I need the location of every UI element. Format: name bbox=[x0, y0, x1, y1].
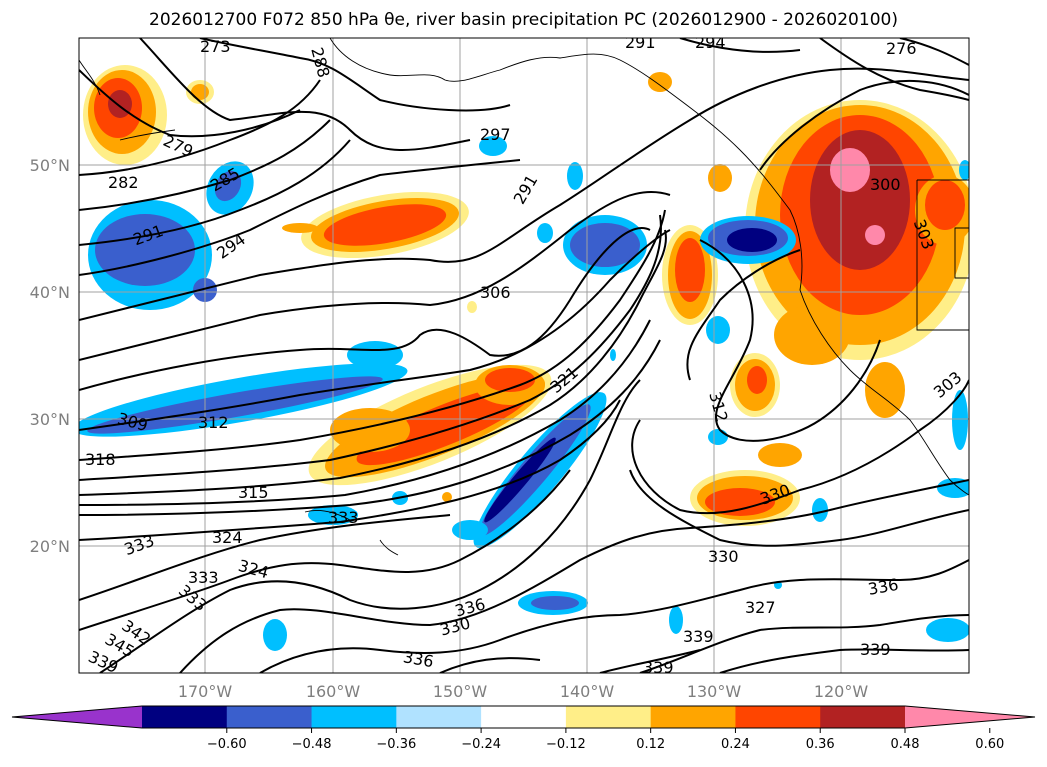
colorbar-tick-label: 0.12 bbox=[636, 737, 665, 752]
colorbar-tick-label: −0.48 bbox=[292, 737, 332, 752]
contour-label: 339 bbox=[860, 640, 891, 659]
contour-label: 333 bbox=[188, 568, 219, 587]
coastlines bbox=[79, 38, 969, 556]
contour-label: 330 bbox=[708, 547, 739, 566]
contour-label: 297 bbox=[480, 125, 511, 144]
theta-e-contours bbox=[79, 38, 969, 673]
colorbar-segment bbox=[650, 706, 736, 728]
contour-label: 339 bbox=[683, 627, 714, 646]
lon-label-120w: 120°W bbox=[814, 682, 869, 701]
colorbar-segment bbox=[142, 706, 228, 728]
contour-label: 291 bbox=[625, 33, 656, 52]
colorbar-tick-labels: −0.60 −0.48 −0.36 −0.24 −0.12 0.12 0.24 0.36 0.4… bbox=[207, 737, 1004, 752]
graticule bbox=[79, 38, 969, 673]
lon-label-130w: 130°W bbox=[687, 682, 742, 701]
colorbar-tick-label: −0.12 bbox=[546, 737, 586, 752]
contour-label: 282 bbox=[108, 173, 139, 192]
contour-label: 276 bbox=[886, 39, 917, 58]
lat-label-50n: 50°N bbox=[30, 156, 70, 175]
colorbar-segment bbox=[226, 706, 313, 728]
contour-label: 333 bbox=[328, 508, 359, 527]
colorbar bbox=[11, 705, 1036, 733]
contour-label: 306 bbox=[480, 283, 511, 302]
colorbar-tick-label: −0.60 bbox=[207, 737, 247, 752]
contour-label: 294 bbox=[695, 33, 726, 52]
colorbar-tick-label: −0.24 bbox=[461, 737, 501, 752]
lon-label-160w: 160°W bbox=[306, 682, 361, 701]
colorbar-segment bbox=[311, 706, 397, 728]
colorbar-segment bbox=[820, 706, 906, 728]
contour-label: 273 bbox=[200, 37, 231, 56]
colorbar-segment bbox=[735, 706, 821, 728]
colorbar-outline bbox=[11, 705, 1036, 729]
colorbar-segment bbox=[565, 706, 652, 728]
longitude-labels: 170°W 160°W 150°W 140°W 130°W 120°W bbox=[178, 682, 869, 701]
lat-label-30n: 30°N bbox=[30, 410, 70, 429]
lon-label-170w: 170°W bbox=[178, 682, 233, 701]
colorbar-tick-label: 0.24 bbox=[721, 737, 750, 752]
colorbar-tick-label: 0.60 bbox=[975, 737, 1004, 752]
colorbar-tick-label: 0.36 bbox=[806, 737, 835, 752]
map-content: 273 288 291 294 276 279 282 285 291 294 … bbox=[79, 33, 969, 677]
colorbar-segment bbox=[396, 706, 482, 728]
contour-label: 324 bbox=[212, 528, 243, 547]
colorbar-extend-left bbox=[12, 706, 142, 728]
lat-label-40n: 40°N bbox=[30, 283, 70, 302]
colorbar-tick-label: −0.36 bbox=[376, 737, 416, 752]
map-title: 2026012700 F072 850 hPa θe, river basin … bbox=[149, 10, 898, 30]
contour-label: 327 bbox=[745, 598, 776, 617]
contour-label: 318 bbox=[85, 450, 116, 469]
lon-label-140w: 140°W bbox=[560, 682, 615, 701]
colorbar-extend-right bbox=[905, 706, 1035, 728]
colorbar-tick-label: 0.48 bbox=[891, 737, 920, 752]
contour-label: 315 bbox=[238, 483, 269, 502]
map-frame bbox=[78, 37, 970, 674]
latitude-labels: 50°N 40°N 30°N 20°N bbox=[30, 156, 70, 556]
contour-label: 339 bbox=[643, 658, 674, 677]
lon-label-150w: 150°W bbox=[433, 682, 488, 701]
lat-label-20n: 20°N bbox=[30, 537, 70, 556]
contour-label: 312 bbox=[198, 413, 229, 432]
contour-label: 300 bbox=[870, 175, 901, 194]
colorbar-segment bbox=[481, 706, 567, 728]
